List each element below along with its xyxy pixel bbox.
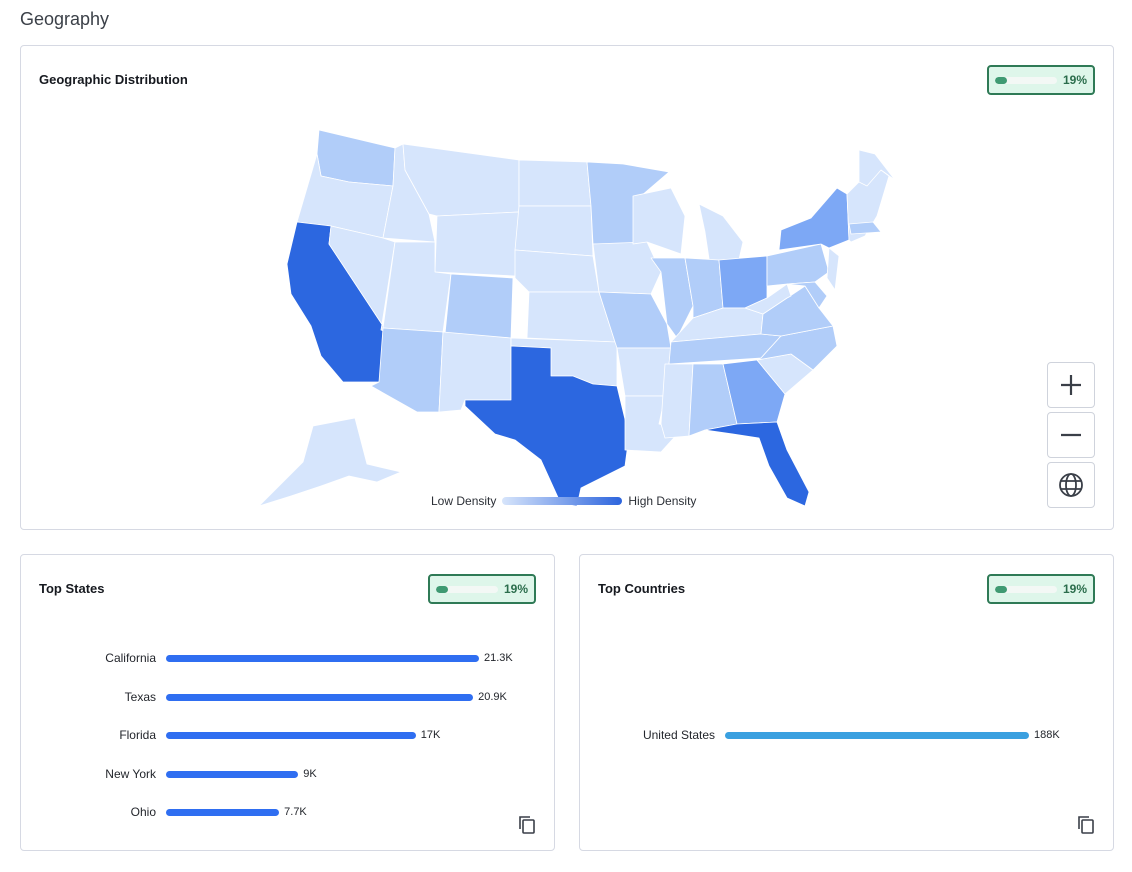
state-new-york[interactable] [778,187,850,251]
globe-icon [1059,473,1083,497]
state-wisconsin[interactable] [632,187,686,255]
state-massachusetts[interactable] [848,221,882,235]
geographic-distribution-card: Geographic Distribution 19% [20,45,1114,530]
state-arizona[interactable] [370,327,444,413]
plus-icon [1061,375,1081,395]
bar-value: 9K [303,767,317,780]
bar-value: 17K [420,729,441,741]
bar-label: Texas [124,689,156,704]
minus-icon [1061,433,1081,437]
state-iowa[interactable] [592,241,662,295]
coverage-percent: 19% [503,582,528,596]
state-north-dakota[interactable] [518,159,592,207]
coverage-badge: 19% [987,65,1095,95]
zoom-out-button[interactable] [1047,412,1095,458]
legend-high-label: High Density [628,494,697,508]
bar-label: United States [642,728,715,742]
bar-value: 21.3K [484,652,513,664]
copy-icon[interactable] [516,814,538,836]
bar-label: Ohio [130,805,156,819]
card-title: Top States [39,581,105,596]
zoom-in-button[interactable] [1047,362,1095,408]
bar[interactable] [166,732,416,739]
coverage-fill [995,76,1007,84]
state-nebraska[interactable] [514,249,600,293]
bar-value: 7.7K [284,806,307,818]
coverage-percent: 19% [1062,582,1087,596]
coverage-percent: 19% [1062,73,1087,87]
legend-gradient [502,497,623,505]
legend-low-label: Low Density [431,494,497,508]
top-states-card: Top States 19% California 21.3K Texas 20.9K… [20,554,555,851]
state-arkansas[interactable] [616,347,672,397]
state-colorado[interactable] [444,273,514,339]
bar[interactable] [725,732,1029,739]
density-legend: Low Density High Density [431,494,696,508]
state-alaska[interactable] [258,417,402,507]
coverage-track [436,585,498,593]
state-georgia[interactable] [722,359,786,425]
bar[interactable] [166,809,280,816]
state-wyoming[interactable] [434,211,520,277]
coverage-track [995,76,1057,84]
coverage-track [995,585,1057,593]
bar[interactable] [166,770,299,778]
us-choropleth-map[interactable] [21,46,1115,531]
coverage-fill [436,585,448,593]
state-maryland[interactable] [786,281,828,309]
state-florida[interactable] [704,421,810,507]
bar[interactable] [166,655,479,662]
state-new-jersey[interactable] [826,247,840,291]
state-south-dakota[interactable] [514,205,594,257]
card-title: Geographic Distribution [39,72,188,87]
page-title: Geography [20,9,110,29]
reset-view-button[interactable] [1047,462,1095,508]
bar-value: 20.9K [478,690,507,703]
state-mississippi[interactable] [660,363,694,439]
coverage-fill [995,585,1007,593]
copy-icon[interactable] [1075,814,1097,836]
coverage-badge: 19% [428,574,536,604]
state-nevada[interactable] [328,225,396,333]
state-ohio[interactable] [718,255,768,309]
coverage-badge: 19% [987,574,1095,604]
card-title: Top Countries [598,581,686,596]
bar-label: Florida [119,728,156,742]
state-west-virginia[interactable] [744,283,792,315]
state-pennsylvania[interactable] [766,243,830,287]
state-maine[interactable] [858,149,896,187]
bar[interactable] [166,693,474,701]
bar-label: New York [105,766,156,781]
top-countries-card: Top Countries 19% United States 188K [579,554,1114,851]
bar-value: 188K [1034,729,1060,741]
bar-label: California [105,651,156,665]
